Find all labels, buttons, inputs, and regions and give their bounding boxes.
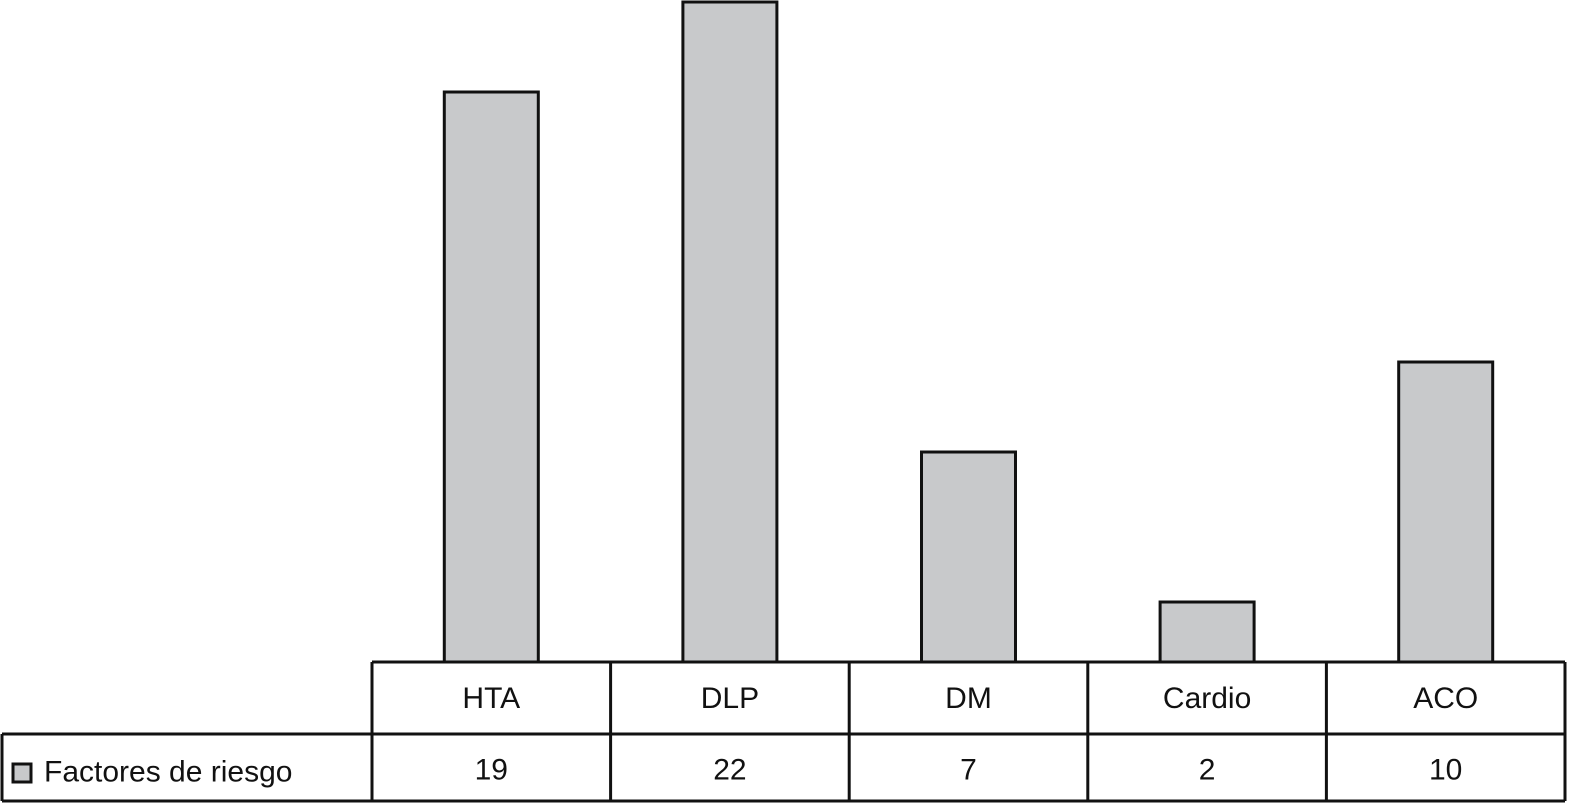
category-label: ACO [1413, 682, 1478, 715]
table-value: 7 [960, 753, 977, 786]
category-label: HTA [462, 682, 520, 715]
category-label: DLP [701, 682, 759, 715]
table-value: 10 [1429, 753, 1462, 786]
bar [920, 450, 1017, 664]
table-value: 2 [1199, 753, 1216, 786]
legend-swatch [11, 762, 33, 784]
bar [1158, 600, 1256, 664]
category-label: DM [945, 682, 992, 715]
category-label: Cardio [1163, 682, 1251, 715]
legend-label: Factores de riesgo [44, 755, 292, 788]
bar [1397, 360, 1495, 664]
bar [681, 0, 779, 664]
table-value: 19 [475, 753, 508, 786]
bar [442, 90, 540, 664]
table-value: 22 [713, 753, 746, 786]
